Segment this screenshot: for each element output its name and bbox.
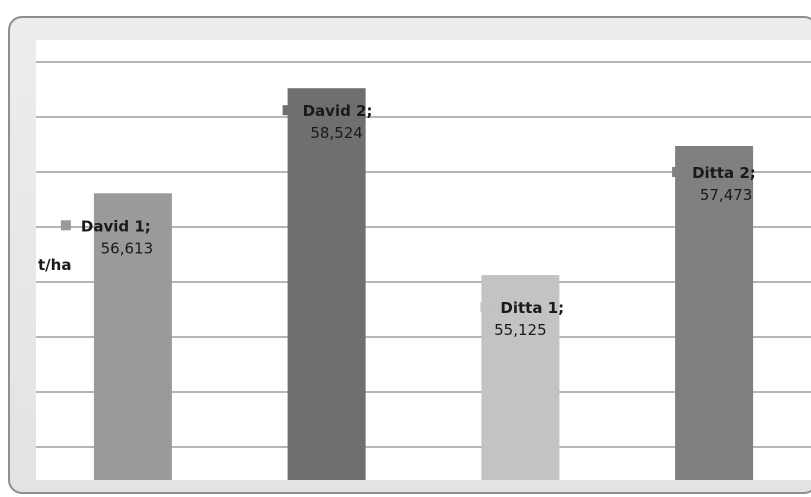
bar-david-1 [93,193,172,481]
label-key-david-2 [282,105,293,116]
label-key-ditta-1 [480,302,491,313]
data-label-name-david-2: David 2; [303,102,373,120]
data-label-value-ditta-2: 57,473 [700,186,753,204]
data-label-value-david-2: 58,524 [310,124,363,142]
bars [93,88,754,481]
data-label-name-ditta-2: Ditta 2; [692,164,756,182]
label-key-ditta-2 [672,167,683,177]
bar-ditta-2 [675,146,754,480]
data-labels: David 1; 56,613 David 2; 58,524 Ditta 1; 55,1… [60,102,756,339]
bar-ditta-1 [481,275,560,480]
bar-david-2 [287,88,366,480]
data-label-name-ditta-1: Ditta 1; [500,299,564,317]
label-key-david-1 [60,220,71,231]
data-label-value-david-1: 56,613 [101,239,154,257]
data-label-value-ditta-1: 55,125 [494,321,547,339]
y-axis-label: t/ha [38,256,71,274]
data-label-name-david-1: David 1; [81,217,151,235]
